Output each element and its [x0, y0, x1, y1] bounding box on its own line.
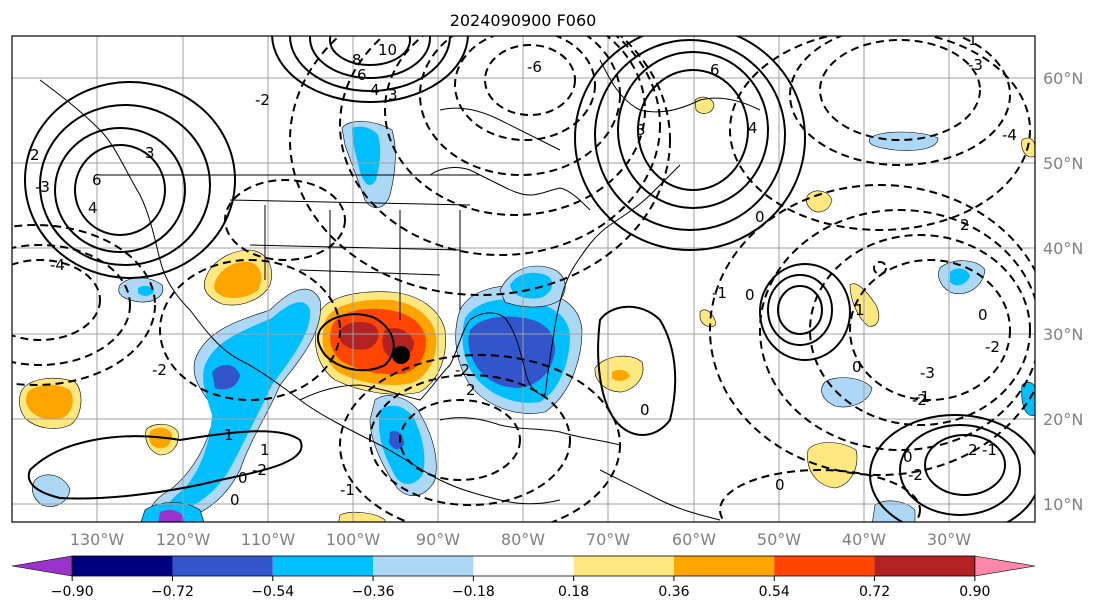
- colorbar-tick-label: 0.54: [759, 584, 790, 600]
- storm-center-marker: [392, 346, 410, 364]
- lat-label: 50°N: [1043, 154, 1083, 173]
- contour-label: -1: [915, 388, 930, 406]
- lon-label: 90°W: [416, 530, 460, 549]
- graticule: [12, 36, 1035, 522]
- contour-label: -2: [912, 391, 927, 409]
- contour-label: 1: [968, 31, 978, 49]
- colorbar-tick-label: −0.54: [251, 584, 294, 600]
- longitude-labels: 130°W 120°W 110°W 100°W 90°W 80°W 70°W 6…: [70, 530, 971, 549]
- contour-label: 0: [903, 448, 913, 466]
- contour-label: 0: [640, 401, 650, 419]
- contour-label: -1: [712, 284, 727, 302]
- contour-label: 1: [855, 301, 865, 319]
- contour-label: 0: [978, 306, 988, 324]
- contour-label: 3: [388, 86, 398, 104]
- lon-label: 110°W: [241, 530, 296, 549]
- contour-label: 1: [260, 441, 270, 459]
- colorbar-segment: [172, 556, 273, 576]
- latitude-labels: 60°N 50°N 40°N 30°N 20°N 10°N: [1043, 69, 1083, 514]
- colorbar-segment: [473, 556, 574, 576]
- contour-label: -3: [35, 178, 50, 196]
- contour-label: 8: [352, 51, 362, 69]
- contour-label: 2: [30, 146, 40, 164]
- lon-label: 80°W: [501, 530, 545, 549]
- contours-positive: [24, 36, 1035, 522]
- contour-label: 3: [145, 144, 155, 162]
- contour-label: 2: [466, 381, 476, 399]
- contours-negative: [12, 36, 1035, 522]
- lat-label: 10°N: [1043, 495, 1083, 514]
- map-frame: [11, 35, 1036, 523]
- colorbar-tick-label: −0.18: [452, 584, 495, 600]
- colorbar-tick-label: −0.36: [352, 584, 395, 600]
- lon-label: 120°W: [156, 530, 211, 549]
- contour-label: -2: [455, 361, 470, 379]
- colorbar-tick-label: 0.18: [558, 584, 589, 600]
- contour-label: -2: [152, 361, 167, 379]
- colorbar-outline: [71, 555, 976, 577]
- colorbar-extend-low: [11, 555, 73, 577]
- lat-label: 20°N: [1043, 410, 1083, 429]
- lon-label: 100°W: [326, 530, 381, 549]
- contour-label: 6: [357, 66, 367, 84]
- contour-label: 0: [238, 469, 248, 487]
- colorbar-segment: [874, 556, 975, 576]
- contour-label: 2: [960, 216, 970, 234]
- contour-label: -2: [908, 466, 923, 484]
- contour-label: 4: [370, 81, 380, 99]
- colorbar-tick-label: 0.90: [959, 584, 990, 600]
- contour-label: 0: [852, 358, 862, 376]
- colorbar-segment: [774, 556, 875, 576]
- colorbar-tick-label: −0.90: [51, 584, 94, 600]
- contour-label: 0: [755, 208, 765, 226]
- contour-label: -2: [985, 338, 1000, 356]
- lat-label: 30°N: [1043, 325, 1083, 344]
- contour-label: -1: [340, 481, 355, 499]
- colorbar-segment: [673, 556, 775, 576]
- colorbar-tick-label: 0.36: [658, 584, 689, 600]
- contour-label: 4: [748, 119, 758, 137]
- lon-label: 60°W: [672, 530, 716, 549]
- colorbar-segment: [573, 556, 674, 576]
- contour-label: 0: [745, 286, 755, 304]
- contour-label: -2: [252, 461, 267, 479]
- lon-label: 30°W: [927, 530, 971, 549]
- lon-label: 40°W: [842, 530, 886, 549]
- contour-label: 4: [88, 199, 98, 217]
- colorbar-tick-label: 0.72: [859, 584, 890, 600]
- map-title: 2024090900 F060: [450, 11, 597, 30]
- lat-label: 60°N: [1043, 69, 1083, 88]
- lon-label: 130°W: [70, 530, 125, 549]
- contour-label: -4: [1002, 126, 1017, 144]
- contour-label: 6: [92, 171, 102, 189]
- colorbar-extend-high: [974, 555, 1036, 577]
- colorbar: −0.90 −0.72 −0.54 −0.36 −0.18 0.18 0.36 0.54 0.7…: [11, 555, 1036, 600]
- contour-label: 2: [968, 441, 978, 459]
- contour-label: 0: [775, 476, 785, 494]
- contour-label: 0: [230, 491, 240, 509]
- contour-label: 10: [378, 41, 397, 59]
- colorbar-segment: [72, 556, 173, 576]
- lon-label: 50°W: [757, 530, 801, 549]
- contour-label: -1: [982, 441, 997, 459]
- contour-label: -4: [50, 256, 65, 274]
- contour-label: 1: [224, 426, 234, 444]
- contour-label: 6: [710, 61, 720, 79]
- lat-label: 40°N: [1043, 239, 1083, 258]
- contour-label: -2: [255, 91, 270, 109]
- contour-label: -3: [920, 364, 935, 382]
- contour-label: -3: [968, 56, 983, 74]
- coastlines: [39, 59, 761, 521]
- colorbar-segment: [373, 556, 474, 576]
- lon-label: 70°W: [586, 530, 630, 549]
- colorbar-segment: [272, 556, 374, 576]
- colorbar-tick-label: −0.72: [151, 584, 194, 600]
- contour-label: 3: [636, 121, 646, 139]
- contour-label: -6: [527, 58, 542, 76]
